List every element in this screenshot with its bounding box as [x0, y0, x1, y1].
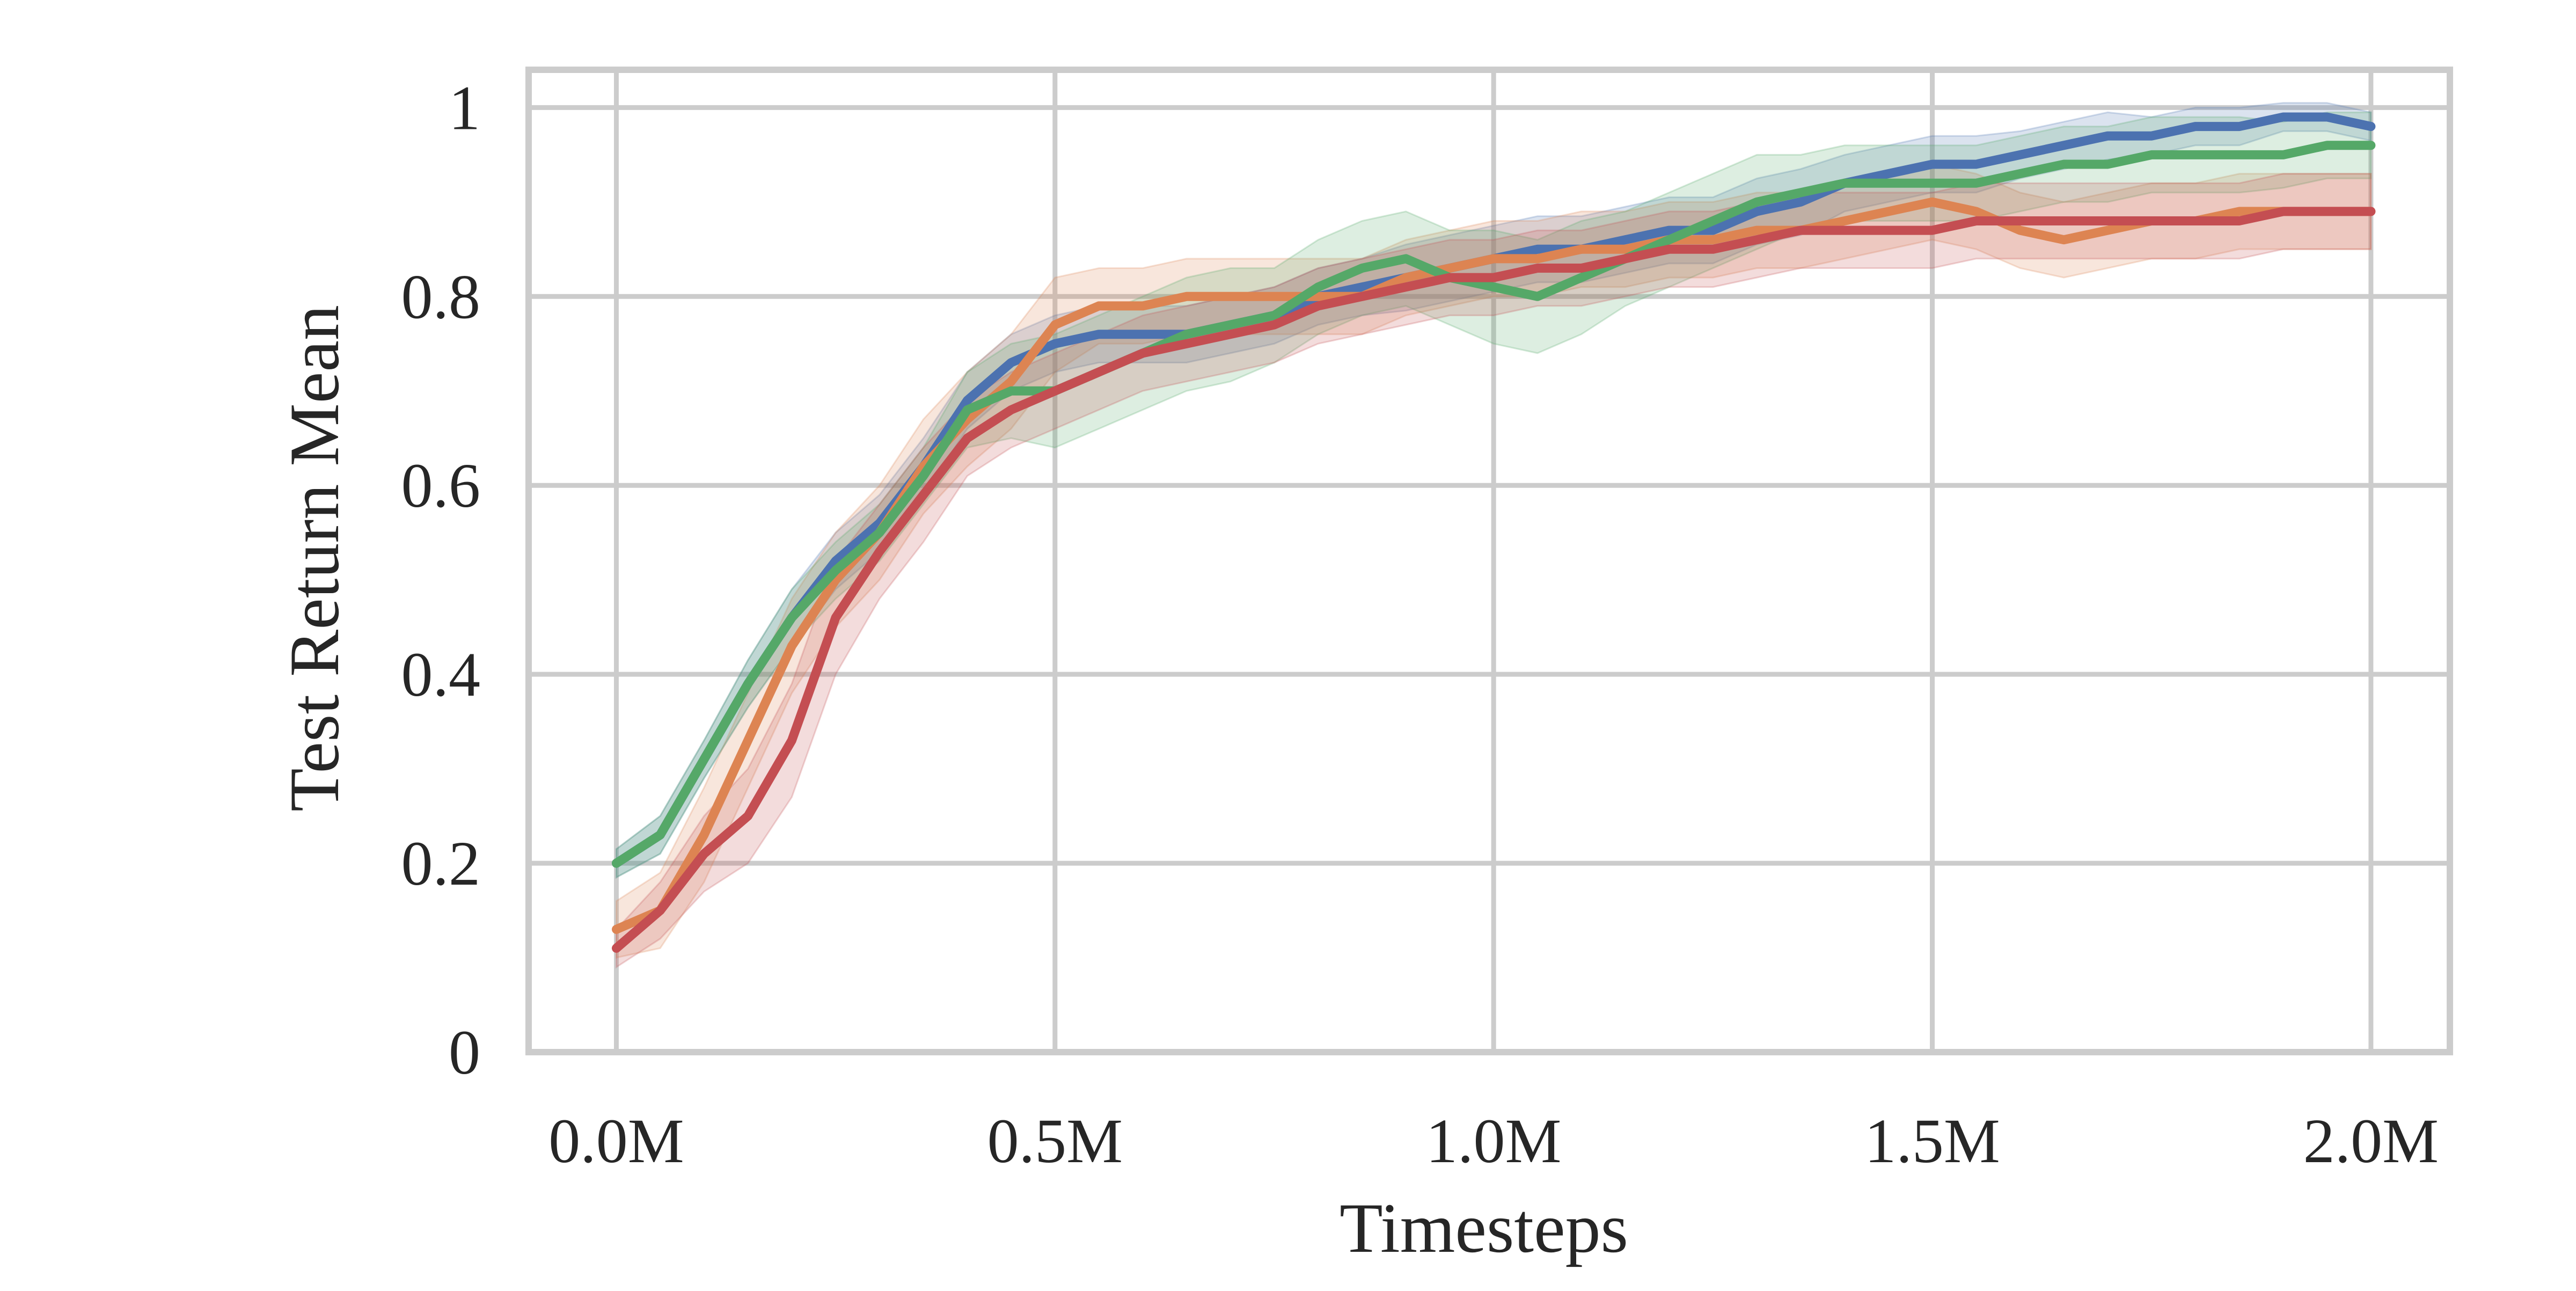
- series-lines: [612, 112, 2376, 953]
- y-tick-label: 0.2: [401, 828, 481, 899]
- y-tick-label: 0.8: [401, 261, 481, 332]
- series-line-red: [612, 207, 2376, 953]
- y-tick-label: 0.4: [401, 639, 481, 710]
- series-line-green: [612, 141, 2376, 868]
- y-tick-labels: 0 0.2 0.4 0.6 0.8 1: [401, 72, 481, 1088]
- y-tick-label: 0.6: [401, 450, 481, 521]
- x-tick-label: 0.0M: [548, 1106, 684, 1176]
- x-tick-label: 0.5M: [987, 1106, 1123, 1176]
- x-tick-label: 1.5M: [1864, 1106, 2000, 1176]
- x-axis-label: Timesteps: [1340, 1188, 1628, 1267]
- y-tick-label: 0: [449, 1017, 480, 1088]
- x-tick-label: 2.0M: [2303, 1106, 2439, 1176]
- x-tick-labels: 0.0M 0.5M 1.0M 1.5M 2.0M: [548, 1106, 2439, 1176]
- y-axis-label: Test Return Mean: [275, 305, 354, 812]
- y-tick-label: 1: [449, 72, 480, 143]
- gridlines: [529, 70, 2450, 1055]
- x-tick-label: 1.0M: [1426, 1106, 1561, 1176]
- confidence-band-green: [616, 111, 2372, 879]
- plot-frame: [525, 67, 2453, 1055]
